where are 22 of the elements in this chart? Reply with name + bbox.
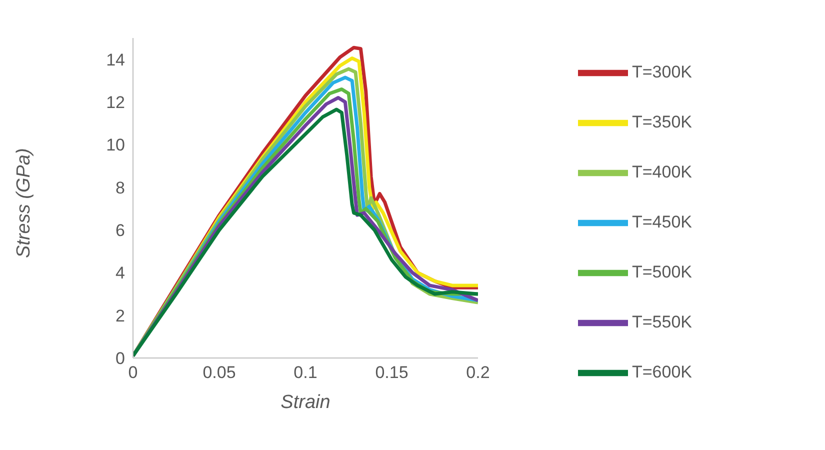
x-tick-label: 0 — [128, 363, 138, 382]
y-tick-label: 0 — [116, 349, 125, 368]
x-axis-title: Strain — [280, 392, 330, 413]
y-axis-title: Stress (GPa) — [14, 148, 35, 258]
y-tick-label: 10 — [106, 136, 125, 155]
y-tick-label: 14 — [106, 50, 125, 70]
y-tick-label: 12 — [106, 93, 125, 112]
y-tick-label: 2 — [116, 306, 125, 326]
legend-label: T=300K — [632, 62, 692, 82]
legend-label: T=350K — [632, 112, 692, 132]
legend-label: T=550K — [632, 312, 692, 332]
x-tick-label: 0.1 — [294, 363, 318, 382]
legend-label: T=500K — [632, 262, 692, 282]
x-tick-label: 0.05 — [202, 363, 236, 382]
legend-label: T=600K — [632, 362, 692, 382]
x-tick-label: 0.15 — [375, 363, 408, 382]
legend-label: T=400K — [632, 162, 692, 182]
y-tick-label: 6 — [116, 221, 125, 240]
y-tick-label: 8 — [116, 178, 125, 198]
legend-label: T=450K — [632, 212, 692, 232]
x-tick-label: 0.2 — [466, 363, 490, 382]
y-tick-label: 4 — [116, 264, 125, 283]
